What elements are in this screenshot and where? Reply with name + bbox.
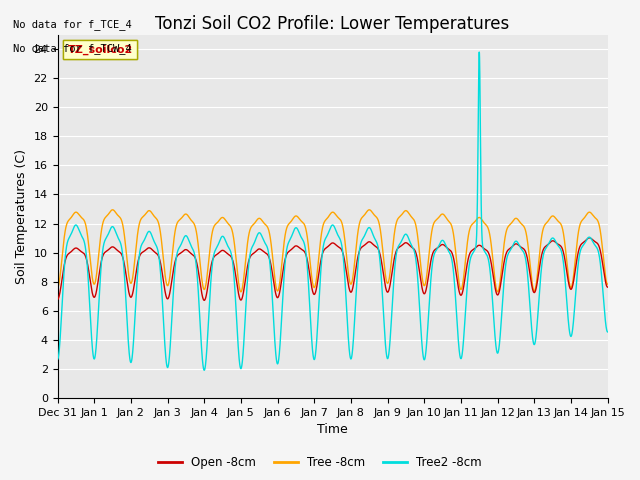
Open -8cm	[387, 281, 394, 287]
Tree2 -8cm	[207, 273, 215, 278]
Legend: Open -8cm, Tree -8cm, Tree2 -8cm: Open -8cm, Tree -8cm, Tree2 -8cm	[154, 452, 486, 474]
Legend: TZ_soilco2: TZ_soilco2	[63, 40, 137, 59]
Line: Tree2 -8cm: Tree2 -8cm	[58, 52, 607, 370]
Open -8cm	[54, 297, 61, 302]
Tree2 -8cm	[604, 329, 611, 335]
Text: No data for f_TCW_4: No data for f_TCW_4	[13, 43, 132, 54]
Line: Tree -8cm: Tree -8cm	[58, 210, 607, 292]
Open -8cm	[172, 258, 179, 264]
Tree2 -8cm	[476, 49, 483, 55]
Tree -8cm	[172, 226, 179, 232]
Tree -8cm	[604, 281, 611, 287]
Tree -8cm	[54, 285, 61, 290]
Tree -8cm	[396, 214, 404, 219]
Tree2 -8cm	[54, 357, 61, 362]
Tree -8cm	[552, 216, 559, 221]
Tree -8cm	[109, 207, 116, 213]
Tree2 -8cm	[387, 335, 394, 340]
Tree2 -8cm	[200, 367, 208, 373]
Title: Tonzi Soil CO2 Profile: Lower Temperatures: Tonzi Soil CO2 Profile: Lower Temperatur…	[156, 15, 509, 33]
Open -8cm	[552, 240, 559, 245]
Tree2 -8cm	[552, 239, 559, 244]
Open -8cm	[396, 244, 404, 250]
Open -8cm	[207, 262, 215, 268]
Open -8cm	[200, 298, 208, 303]
Open -8cm	[586, 235, 593, 241]
Tree -8cm	[493, 289, 501, 295]
Tree2 -8cm	[396, 241, 404, 247]
Tree -8cm	[387, 268, 394, 274]
Open -8cm	[604, 284, 611, 290]
X-axis label: Time: Time	[317, 423, 348, 436]
Tree -8cm	[207, 235, 215, 241]
Open -8cm	[604, 284, 611, 290]
Y-axis label: Soil Temperatures (C): Soil Temperatures (C)	[15, 149, 28, 284]
Text: No data for f_TCE_4: No data for f_TCE_4	[13, 19, 132, 30]
Tree2 -8cm	[604, 329, 611, 335]
Tree2 -8cm	[172, 262, 179, 268]
Line: Open -8cm: Open -8cm	[58, 238, 607, 300]
Tree -8cm	[604, 281, 611, 287]
